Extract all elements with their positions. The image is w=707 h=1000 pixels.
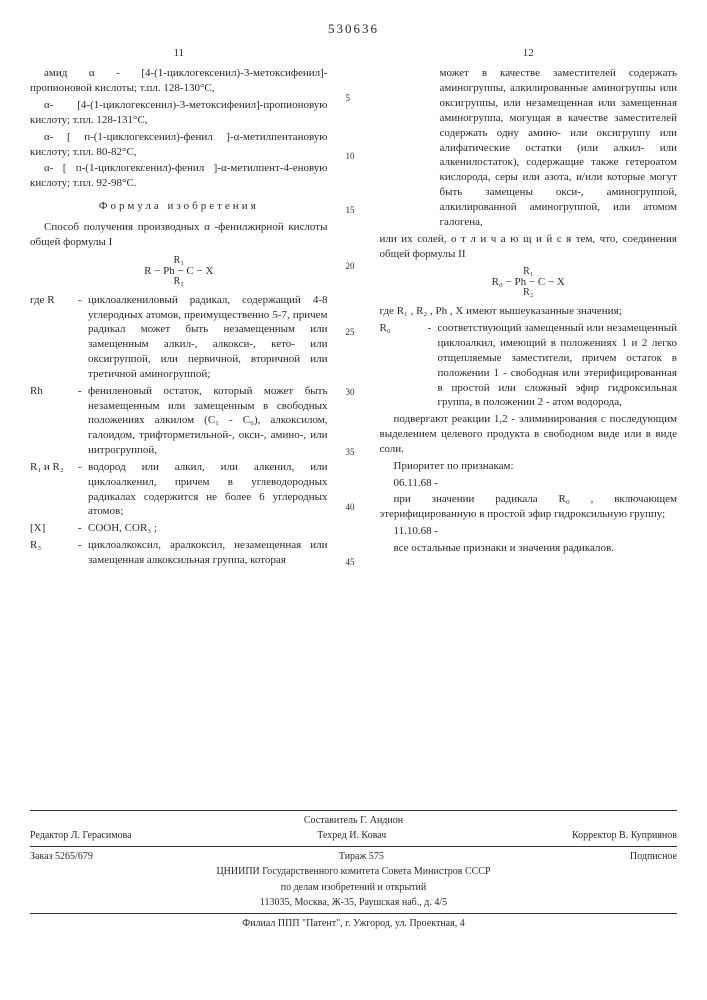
- para-r3: где R₁ , R₂ , Ph , X имеют вышеуказанные…: [380, 304, 678, 319]
- formula-section-title: Формула изобретения: [30, 199, 328, 214]
- def-label: Rh: [30, 384, 78, 458]
- para-r8: 11.10.68 -: [380, 524, 678, 539]
- footer-order: Заказ 5265/679: [30, 850, 93, 864]
- where-label: где R: [30, 293, 78, 382]
- footer-compositor: Составитель Г. Андион: [30, 814, 677, 828]
- def-text: циклоалкоксил, аралкоксил, незамещенная …: [88, 538, 328, 568]
- line-num: 35: [346, 446, 355, 458]
- footer-signed: Подписное: [630, 850, 677, 864]
- formula2-r2: R₂: [490, 288, 567, 298]
- definition-row: Rh-фениленовый остаток, который может бы…: [30, 384, 328, 458]
- def-r0: R₀ - соответствующий замещенный или неза…: [380, 321, 678, 410]
- formula-2: R₁ R₀ − Ph − C − X R₂: [380, 267, 678, 298]
- definition-row: [X]-СООН, СОR₃ ;: [30, 521, 328, 536]
- footer-print-info: Заказ 5265/679 Тираж 575 Подписное: [30, 850, 677, 864]
- line-num: 45: [346, 556, 355, 568]
- def-label: R₁ и R₂: [30, 460, 78, 519]
- def-label: [X]: [30, 521, 78, 536]
- line-num: 5: [346, 92, 351, 104]
- line-num: 40: [346, 501, 355, 513]
- footer-editor: Редактор Л. Герасимова: [30, 829, 132, 843]
- page-number-right: 12: [380, 46, 678, 61]
- definition-row: R₁ и R₂-водород или алкил, или алкенил, …: [30, 460, 328, 519]
- para-l2: α- [4-(1-циклогексенил)-3-метоксифенил]-…: [30, 98, 328, 128]
- para-r9: все остальные признаки и значения радика…: [380, 541, 678, 556]
- para-l5: Способ получения производных α -фенилжир…: [30, 220, 328, 250]
- footer-org2: по делам изобретений и открытий: [30, 881, 677, 895]
- definition-row: R₃-циклоалкоксил, аралкоксил, незамещенн…: [30, 538, 328, 568]
- line-num: 20: [346, 260, 355, 272]
- def-dash: -: [428, 321, 438, 410]
- definitions-list: где R-циклоалкениловый радикал, содержащ…: [30, 293, 328, 568]
- line-num: 15: [346, 204, 355, 216]
- def-text: СООН, СОR₃ ;: [88, 521, 328, 536]
- footer-addr1: 113035, Москва, Ж-35, Раушская наб., д. …: [30, 896, 677, 910]
- para-r1: может в качестве заместителей содержать …: [380, 66, 678, 229]
- document-number: 530636: [30, 20, 677, 38]
- def-text: циклоалкениловый радикал, содержащий 4-8…: [88, 293, 328, 382]
- def-label: R₃: [30, 538, 78, 568]
- para-r7: при значении радикала R₀ , включающем эт…: [380, 492, 678, 522]
- page-number-left: 11: [30, 46, 328, 61]
- def-text: фениленовый остаток, который может быть …: [88, 384, 328, 458]
- def-r0-text: соответствующий замещенный или незамещен…: [438, 321, 678, 410]
- line-num: 30: [346, 386, 355, 398]
- left-column: 11 амид α - [4-(1-циклогексенил)-3-меток…: [30, 46, 328, 570]
- footer-corrector: Корректор В. Куприянов: [572, 829, 677, 843]
- footer: Составитель Г. Андион Редактор Л. Гераси…: [30, 810, 677, 931]
- para-r5: Приоритет по признакам:: [380, 459, 678, 474]
- footer-techred: Техред И. Ковач: [317, 829, 386, 843]
- def-r0-label: R₀: [380, 321, 428, 410]
- para-r2: или их солей, о т л и ч а ю щ и й с я те…: [380, 232, 678, 262]
- line-num: 10: [346, 150, 355, 162]
- formula-1: R₁ R − Ph − C − X R₂: [30, 256, 328, 287]
- formula1-r2: R₂: [142, 277, 215, 287]
- footer-credits: Редактор Л. Герасимова Техред И. Ковач К…: [30, 829, 677, 843]
- def-text: водород или алкил, или алкенил, или цикл…: [88, 460, 328, 519]
- right-column: 12 может в качестве заместителей содержа…: [380, 46, 678, 570]
- para-r6: 06.11.68 -: [380, 476, 678, 491]
- para-l3: α- [ п-(1-циклогексенил)-фенил ]-α-метил…: [30, 130, 328, 160]
- para-r4: подвергают реакции 1,2 - элиминирования …: [380, 412, 678, 457]
- footer-addr2: Филиал ППП "Патент", г. Ужгород, ул. Про…: [30, 917, 677, 931]
- line-number-gutter: 5 10 15 20 25 30 35 40 45: [346, 46, 362, 570]
- footer-tirage: Тираж 575: [339, 850, 384, 864]
- main-columns: 11 амид α - [4-(1-циклогексенил)-3-меток…: [30, 46, 677, 570]
- line-num: 25: [346, 326, 355, 338]
- footer-org1: ЦНИИПИ Государственного комитета Совета …: [30, 865, 677, 879]
- para-l4: α- [ п-(1-циклогексенил)-фенил ]-α-метил…: [30, 161, 328, 191]
- para-l1: амид α - [4-(1-циклогексенил)-3-метоксиф…: [30, 66, 328, 96]
